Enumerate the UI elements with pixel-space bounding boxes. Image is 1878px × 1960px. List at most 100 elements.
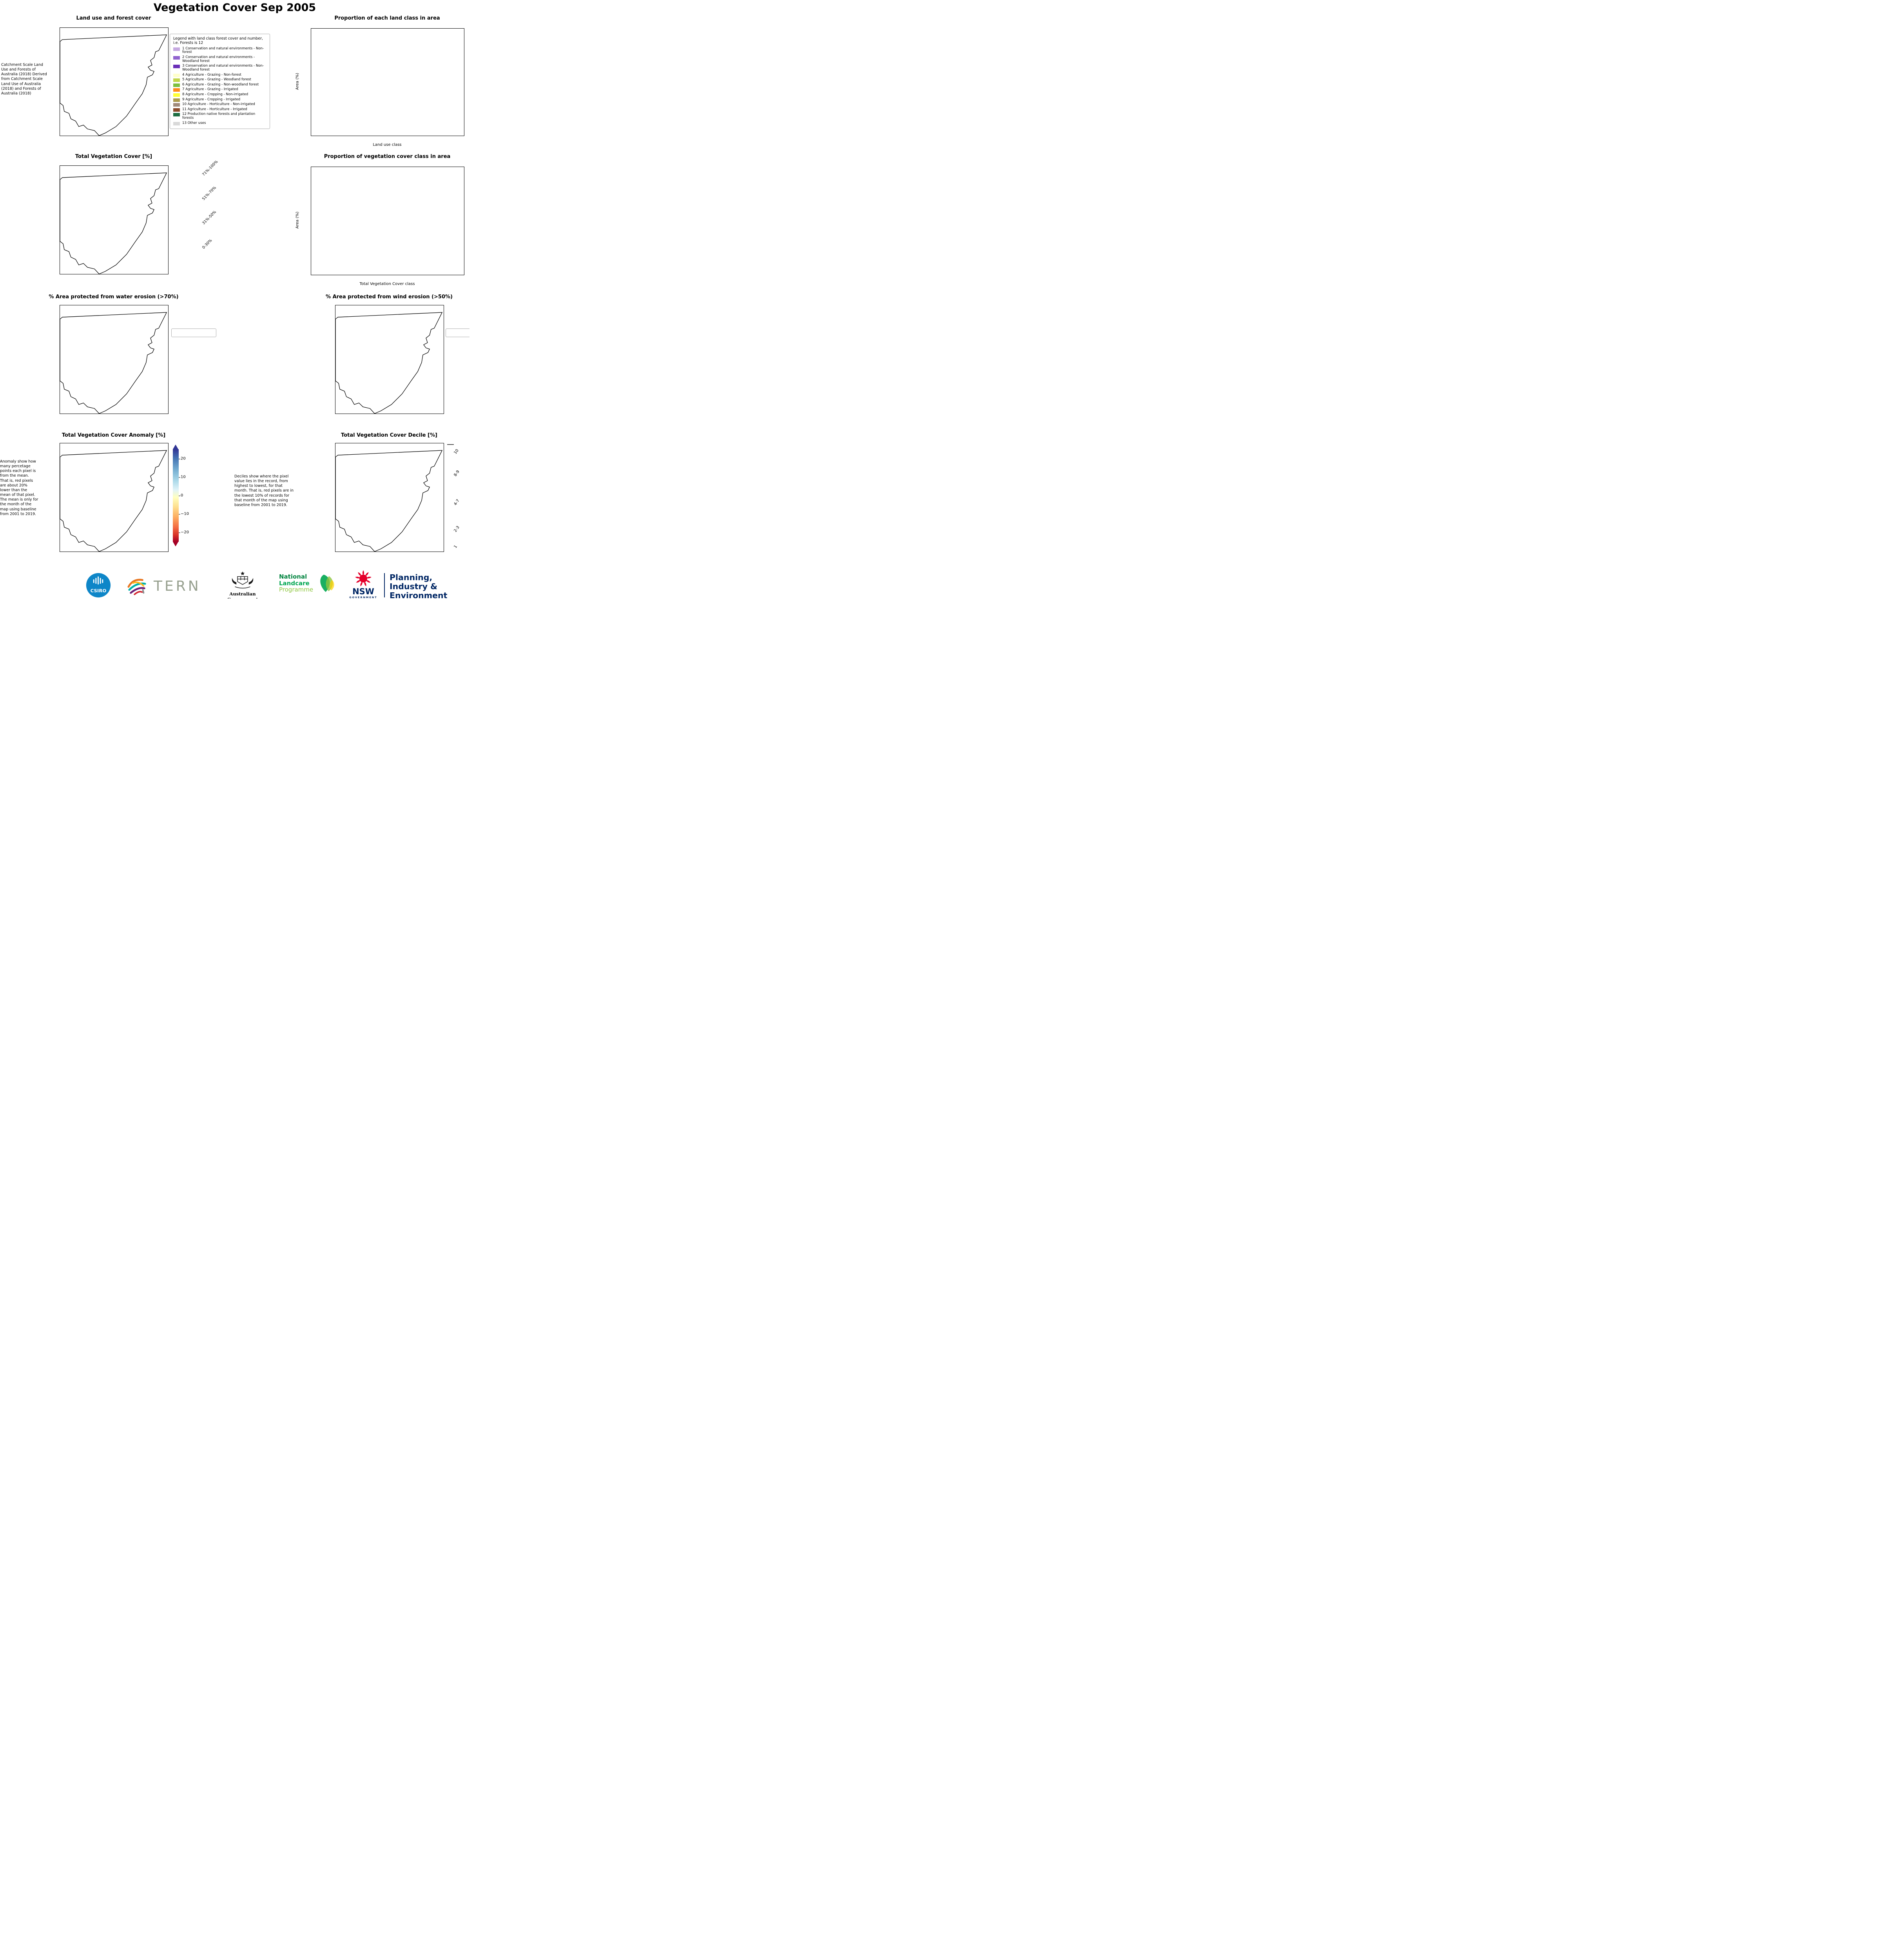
decile-colorbar-label: 1	[453, 544, 459, 549]
decile-colorbar-label: 8-9	[453, 469, 460, 477]
decile-map	[335, 443, 444, 552]
decile-colorbar	[447, 444, 454, 445]
landuse-source-note: Catchment Scale Land Use and Forests of …	[1, 63, 47, 96]
legend-label: 6 Agriculture - Grazing - Non-woodland f…	[182, 82, 259, 87]
legend-label: 5 Agriculture - Grazing - Woodland fores…	[182, 78, 251, 82]
legend-swatch	[173, 98, 180, 102]
vegcover-map	[60, 165, 169, 274]
legend-item: 1 Conservation and natural environments …	[173, 47, 266, 55]
legend-swatch	[173, 103, 180, 107]
decile-explanation-note: Deciles show where the pixel value lies …	[234, 474, 294, 507]
footer-logos: CSIRO TERN	[0, 569, 470, 599]
decile-colorbar-label: 10	[453, 448, 460, 455]
vegcover-chart-title: Proportion of vegetation cover class in …	[324, 154, 451, 160]
landuse-legend-items: 1 Conservation and natural environments …	[173, 47, 266, 125]
water-legend	[171, 328, 216, 337]
footer-divider	[384, 573, 385, 597]
catchment-outline	[335, 443, 444, 552]
anomaly-colorbar-tick: 20	[179, 456, 186, 461]
legend-item: 2 Conservation and natural environments …	[173, 55, 266, 64]
vegcover-chart-ylabel: Area (%)	[295, 211, 300, 229]
legend-swatch	[173, 108, 180, 112]
legend-label: 4 Agriculture - Grazing - Non-forest	[182, 73, 241, 77]
catchment-outline	[60, 443, 168, 552]
vegcover-bar-chart	[311, 167, 464, 275]
waratah-icon	[355, 570, 372, 586]
legend-label: 8 Agriculture - Cropping - Non-irrigated	[182, 92, 248, 96]
decile-colorbar-label: 4-7	[453, 498, 460, 506]
legend-item: 12 Production native forests and plantat…	[173, 112, 266, 120]
landuse-bar-chart	[311, 28, 464, 136]
anomaly-colorbar	[173, 449, 179, 542]
legend-swatch	[173, 83, 180, 87]
catchment-outline	[60, 166, 168, 274]
landuse-chart-ylabel: Area (%)	[295, 73, 300, 90]
vegcover-colorbar-label: 31%-50%	[201, 210, 218, 226]
landcare-leaf-icon	[320, 574, 334, 592]
landcare-text: National Landcare Programme	[279, 573, 314, 593]
legend-item: 5 Agriculture - Grazing - Woodland fores…	[173, 78, 266, 82]
nsw-text: NSW	[352, 587, 374, 596]
figure: Vegetation Cover Sep 2005 Land use and f…	[0, 0, 470, 599]
landuse-chart-xlabel: Land use class	[373, 143, 402, 147]
legend-swatch	[173, 88, 180, 92]
tern-logo-text: TERN	[154, 578, 201, 594]
legend-item: 6 Agriculture - Grazing - Non-woodland f…	[173, 83, 266, 87]
anomaly-colorbar-tick: −10	[178, 512, 189, 516]
vegcover-map-title: Total Vegetation Cover [%]	[75, 154, 152, 160]
legend-label: 13 Other uses	[182, 121, 206, 125]
legend-swatch	[173, 47, 180, 51]
decile-map-title: Total Vegetation Cover Decile [%]	[341, 432, 437, 438]
planning-industry-environment-logo: Planning, Industry & Environment	[390, 573, 448, 599]
coat-of-arms-icon	[232, 571, 254, 589]
legend-item: 7 Agriculture - Grazing - Irrigated	[173, 87, 266, 92]
landuse-legend-title: Legend with land class forest cover and …	[173, 36, 263, 45]
legend-label: 9 Agriculture - Cropping - Irrigated	[182, 97, 241, 102]
vegcover-colorbar-label: 71%-100%	[201, 160, 219, 177]
legend-item: 3 Conservation and natural environments …	[173, 64, 266, 72]
legend-swatch	[173, 93, 180, 97]
catchment-outline	[60, 28, 168, 136]
legend-swatch	[173, 56, 180, 60]
wind-legend	[446, 328, 470, 337]
legend-swatch	[173, 122, 180, 125]
anomaly-colorbar-arrow-up	[173, 445, 178, 449]
nsw-government-text: GOVERNMENT	[349, 595, 377, 599]
legend-label: 7 Agriculture - Grazing - Irrigated	[182, 87, 238, 92]
svg-text:CSIRO: CSIRO	[91, 588, 107, 593]
figure-title: Vegetation Cover Sep 2005	[153, 2, 316, 14]
anomaly-map-title: Total Vegetation Cover Anomaly [%]	[62, 432, 166, 438]
legend-item: 10 Agriculture - Horticulture - Non-irri…	[173, 102, 266, 107]
legend-item: 8 Agriculture - Cropping - Non-irrigated	[173, 93, 266, 97]
legend-swatch	[173, 73, 180, 77]
anomaly-colorbar-tick: 0	[178, 493, 183, 498]
catchment-outline	[60, 305, 168, 414]
wind-erosion-map	[335, 305, 444, 414]
anomaly-colorbar-tick: −20	[178, 530, 189, 535]
anomaly-colorbar-tick: 10	[179, 475, 186, 479]
legend-item: 4 Agriculture - Grazing - Non-forest	[173, 73, 266, 77]
legend-item: 13 Other uses	[173, 121, 266, 125]
australian-government-logo: Australian Government	[215, 570, 270, 599]
anomaly-colorbar-arrow-down	[173, 542, 178, 546]
csiro-logo: CSIRO	[85, 572, 111, 598]
legend-swatch	[173, 113, 180, 117]
legend-label: 2 Conservation and natural environments …	[182, 55, 255, 63]
legend-label: 10 Agriculture - Horticulture - Non-irri…	[182, 102, 255, 107]
wind-map-title: % Area protected from wind erosion (>50%…	[326, 294, 453, 300]
legend-label: 3 Conservation and natural environments …	[182, 64, 264, 72]
landuse-map	[60, 27, 169, 136]
vegcover-chart-xlabel: Total Vegetation Cover class	[359, 282, 415, 286]
legend-item: 11 Agriculture - Horticulture - Irrigate…	[173, 107, 266, 112]
landuse-legend: Legend with land class forest cover and …	[170, 34, 270, 129]
anomaly-map	[60, 443, 169, 552]
legend-swatch	[173, 78, 180, 82]
landuse-chart-title: Proportion of each land class in area	[334, 15, 440, 21]
legend-label: 1 Conservation and natural environments …	[182, 46, 264, 54]
legend-item: 9 Agriculture - Cropping - Irrigated	[173, 98, 266, 102]
catchment-outline	[335, 305, 444, 414]
decile-colorbar-label: 2-3	[453, 525, 460, 533]
csiro-logo-icon: CSIRO	[86, 573, 111, 598]
legend-label: 11 Agriculture - Horticulture - Irrigate…	[182, 107, 247, 111]
national-landcare-logo: National Landcare Programme	[279, 573, 336, 593]
